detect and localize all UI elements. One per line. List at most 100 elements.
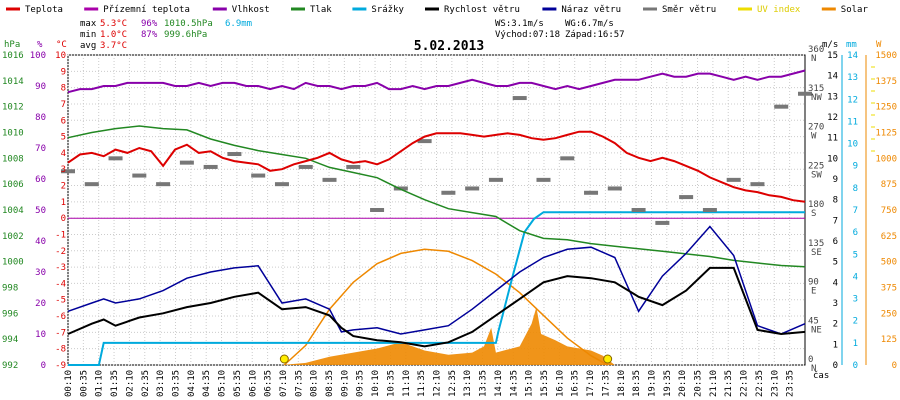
x-tick-label: 20:10	[678, 370, 688, 397]
rain-tick: 13	[847, 73, 858, 83]
rain-tick: 2	[853, 317, 858, 327]
temperature-tick: -3	[55, 263, 66, 273]
x-tick-label: 17:10	[586, 370, 596, 397]
x-axis-label: čas	[813, 370, 829, 381]
wind-direction-mark	[156, 182, 170, 186]
stat-max-rain: 6.9mm	[225, 19, 252, 29]
wind-direction-mark	[85, 182, 99, 186]
wind-direction-mark	[679, 195, 693, 199]
wind-dir-tick-label: W	[811, 132, 817, 142]
solar-axis-unit: W	[876, 40, 882, 50]
temperature-tick: 8	[61, 84, 66, 94]
x-tick-label: 06:10	[248, 370, 258, 397]
x-tick-label: 13:35	[479, 370, 489, 397]
wind-direction-mark	[251, 174, 265, 178]
x-tick-label: 23:35	[786, 370, 796, 397]
stat-min-label: min	[80, 30, 96, 40]
solar-tick: 125	[881, 335, 897, 345]
wind-speed-tick: 2	[833, 320, 838, 330]
wind-speed-tick: 1	[833, 340, 838, 350]
x-tick-label: 10:10	[371, 370, 381, 397]
wind-direction-mark	[204, 165, 218, 169]
x-tick-label: 12:10	[433, 370, 443, 397]
pressure-tick: 1016	[2, 51, 24, 61]
rain-tick: 0	[853, 361, 858, 371]
x-tick-label: 14:35	[509, 370, 519, 397]
legend-label-0: Teplota	[25, 5, 63, 15]
sunset: Západ:16:57	[565, 30, 625, 40]
pressure-tick: 996	[2, 309, 18, 319]
wind-speed-tick: 11	[827, 134, 838, 144]
wind-direction-mark	[275, 182, 289, 186]
x-tick-label: 10:35	[386, 370, 396, 397]
x-tick-label: 02:10	[125, 370, 135, 397]
legend-label-2: Vlhkost	[232, 5, 270, 15]
humidity-tick: 90	[35, 82, 46, 92]
legend-label-6: Náraz větru	[561, 5, 621, 15]
temperature-tick: 4	[61, 149, 66, 159]
x-tick-label: 05:10	[218, 370, 228, 397]
wind-dir-tick-label: NW	[811, 93, 822, 103]
humidity-tick: 30	[35, 268, 46, 278]
x-tick-label: 00:35	[79, 370, 89, 397]
wind-dir-tick-label: S	[811, 209, 816, 219]
rain-tick: 10	[847, 140, 858, 150]
x-tick-label: 23:10	[770, 370, 780, 397]
x-tick-label: 13:10	[463, 370, 473, 397]
humidity-tick: 40	[35, 237, 46, 247]
wind-speed-tick: 7	[833, 216, 838, 226]
solar-tick: 1125	[875, 129, 897, 139]
pressure-tick: 1000	[2, 258, 24, 268]
wind-direction-mark	[299, 165, 313, 169]
rain-tick: 11	[847, 117, 858, 127]
pressure-tick: 1014	[2, 77, 24, 87]
x-tick-label: 18:10	[617, 370, 627, 397]
x-tick-label: 03:35	[171, 370, 181, 397]
sunrise-marker	[280, 355, 288, 363]
x-tick-label: 01:10	[95, 370, 105, 397]
solar-tick: 1000	[875, 154, 897, 164]
x-tick-label: 09:35	[356, 370, 366, 397]
pressure-tick: 1010	[2, 129, 24, 139]
temperature-tick: -9	[55, 361, 66, 371]
temperature-tick: -7	[55, 328, 66, 338]
wind-direction-mark	[655, 221, 669, 225]
x-tick-label: 08:35	[325, 370, 335, 397]
wind-speed-tick: 4	[833, 278, 838, 288]
x-tick-label: 15:35	[540, 370, 550, 397]
wind-dir-tick-label: E	[811, 287, 816, 297]
legend-label-1: Přízemní teplota	[103, 5, 190, 15]
stat-max-temp: 5.3°C	[100, 19, 127, 29]
x-tick-label: 07:10	[279, 370, 289, 397]
x-tick-label: 11:35	[417, 370, 427, 397]
temperature-axis-unit: °C	[56, 40, 67, 50]
wind-dir-tick-label: SW	[811, 170, 822, 180]
x-tick-label: 21:10	[709, 370, 719, 397]
wind-dir-tick-label: N	[811, 54, 816, 64]
wind-direction-mark	[227, 152, 241, 156]
rain-tick: 12	[847, 95, 858, 105]
wind-direction-mark	[132, 174, 146, 178]
legend-label-5: Rychlost větru	[444, 5, 520, 15]
temperature-tick: 1	[61, 198, 66, 208]
chart-background	[0, 0, 900, 400]
sunset-marker	[604, 355, 612, 363]
solar-tick: 375	[881, 284, 897, 294]
wind-direction-mark	[774, 105, 788, 109]
x-tick-label: 03:10	[156, 370, 166, 397]
pressure-tick: 1012	[2, 103, 24, 113]
x-tick-label: 09:10	[340, 370, 350, 397]
x-tick-label: 02:35	[141, 370, 151, 397]
pressure-tick: 1004	[2, 206, 24, 216]
humidity-tick: 80	[35, 113, 46, 123]
wind-speed-avg: WS:3.1m/s	[495, 19, 544, 29]
wind-direction-mark	[489, 178, 503, 182]
legend-label-4: Srážky	[371, 5, 404, 15]
temperature-tick: 7	[61, 100, 66, 110]
wind-direction-mark	[727, 178, 741, 182]
wind-direction-mark	[632, 208, 646, 212]
temperature-tick: 6	[61, 116, 66, 126]
solar-tick: 875	[881, 180, 897, 190]
humidity-tick: 0	[41, 361, 46, 371]
solar-tick: 500	[881, 258, 897, 268]
